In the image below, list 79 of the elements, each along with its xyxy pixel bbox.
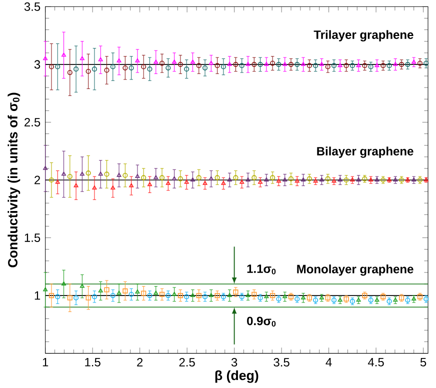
point (294, 62, 300, 67)
y-tick-label: 1 (34, 291, 40, 300)
point (412, 60, 416, 64)
y-tick-label: 2.5 (24, 118, 40, 126)
point (356, 177, 361, 182)
point (220, 294, 226, 300)
point (362, 63, 368, 68)
point (128, 292, 134, 297)
annotation: Monolayer graphene (297, 264, 414, 276)
x-tick-label: 1.5 (85, 358, 100, 366)
x-tick-label: 2 (137, 358, 143, 366)
point (424, 60, 429, 66)
annotation: 1.1σ$_{0}$ (247, 264, 276, 274)
point (264, 294, 269, 298)
point (270, 293, 276, 298)
x-tick-label: 3.5 (274, 358, 290, 367)
y-axis-title: Conductivity (in units of σ$_{0}$) (8, 92, 20, 268)
point (92, 294, 98, 300)
x-tick-label: 4.5 (368, 358, 384, 366)
point (166, 293, 171, 298)
point (306, 176, 312, 182)
point (282, 294, 288, 298)
x-tick-label: 3 (231, 358, 238, 367)
point (380, 63, 386, 68)
point (331, 63, 337, 68)
x-tick-label: 2.5 (179, 358, 195, 367)
point (380, 294, 386, 300)
point (141, 290, 146, 296)
point (48, 293, 54, 298)
point (239, 294, 244, 300)
y-tick-label: 3.5 (24, 2, 40, 11)
point (258, 180, 263, 184)
point (288, 62, 294, 67)
point (294, 178, 300, 183)
point (110, 293, 116, 298)
point (344, 177, 349, 183)
point (202, 294, 208, 300)
y-tick-label: 3 (34, 60, 40, 69)
point (276, 62, 282, 67)
point (178, 293, 183, 298)
point (159, 292, 165, 297)
point (86, 295, 91, 300)
y-tick-label: 2 (34, 176, 40, 184)
point (214, 293, 220, 298)
point (270, 175, 276, 180)
point (252, 292, 257, 297)
point (325, 64, 330, 70)
x-tick-label: 1 (42, 358, 48, 366)
point (122, 288, 128, 294)
annotation: Trilayer graphene (314, 30, 414, 42)
point (288, 294, 294, 300)
x-axis-title: β (deg) (215, 370, 258, 383)
point (386, 63, 392, 68)
point (344, 63, 349, 68)
annotation: Bilayer graphene (317, 146, 414, 158)
y-tick-label: 1.5 (24, 234, 40, 242)
point (350, 298, 355, 304)
point (276, 178, 281, 183)
point (325, 176, 330, 182)
point (288, 176, 294, 182)
point (386, 298, 392, 304)
point (399, 62, 404, 67)
point (368, 64, 374, 70)
point (67, 295, 72, 300)
point (306, 63, 312, 68)
point (196, 293, 202, 298)
point (405, 62, 410, 67)
x-tick-label: 4 (326, 358, 332, 366)
point (104, 287, 110, 292)
point (313, 63, 318, 68)
annotation: 0.9σ$_{0}$ (247, 316, 276, 327)
point (350, 63, 355, 68)
point (417, 294, 422, 300)
point (246, 293, 250, 298)
point (233, 290, 238, 295)
point (301, 295, 306, 300)
x-tick-label: 5 (420, 358, 426, 366)
point (184, 294, 190, 300)
point (417, 60, 422, 66)
